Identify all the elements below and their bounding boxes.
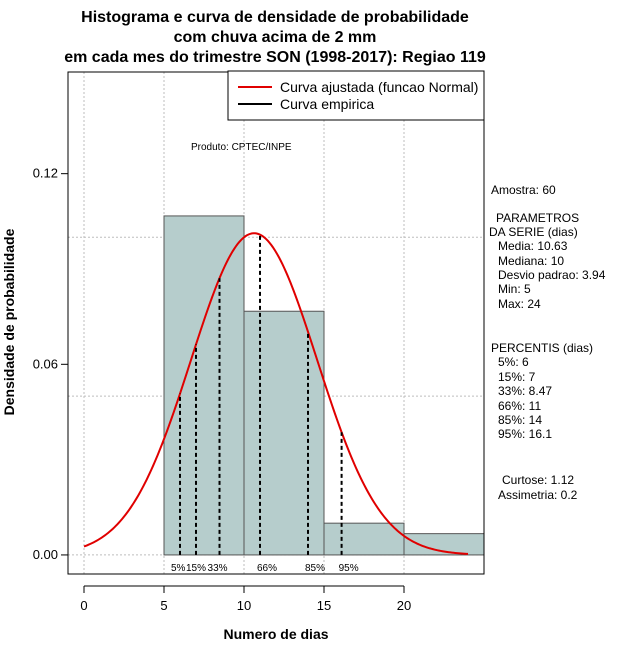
chart-title-line-2: com chuva acima de 2 mm: [174, 29, 377, 46]
y-tick-label-2: 0.12: [33, 166, 58, 181]
histogram-bars: [163, 215, 485, 556]
y-axis-title: Densidade de probabilidade: [1, 228, 17, 415]
y-tick-label-0: 0.00: [33, 547, 58, 562]
percentile-label-4: 85%: [305, 563, 325, 574]
x-tick-label-1: 5: [160, 598, 167, 613]
x-tick-label-2: 10: [237, 598, 251, 613]
stat-mediana: Mediana: 10: [498, 254, 564, 268]
percentile-markers: 5% 15% 33% 66% 85% 95%: [171, 234, 359, 574]
percentile-label-0: 5%: [171, 563, 186, 574]
stat-p33: 33%: 8.47: [498, 384, 552, 398]
stat-assimetria: Assimetria: 0.2: [498, 488, 578, 502]
x-axis: 0 5 10 15 20: [80, 585, 411, 613]
stat-min: Min: 5: [498, 282, 531, 296]
percentile-label-5: 95%: [339, 563, 359, 574]
x-tick-label-4: 20: [397, 598, 411, 613]
stat-p5: 5%: 6: [498, 355, 529, 369]
stat-curtose: Curtose: 1.12: [502, 473, 574, 487]
percentile-label-2: 33%: [208, 563, 228, 574]
params-title-2: DA SERIE (dias): [489, 225, 578, 239]
percentile-label-1: 15%: [186, 563, 206, 574]
stat-p66: 66%: 11: [498, 399, 541, 413]
percentiles-title: PERCENTIS (dias): [491, 341, 593, 355]
sample-size: Amostra: 60: [491, 183, 556, 197]
chart-title-line-3: em cada mes do trimestre SON (1998-2017)…: [64, 49, 486, 66]
x-axis-title: Numero de dias: [223, 626, 328, 642]
density-curve-layer: [83, 232, 469, 555]
stat-p15: 15%: 7: [498, 370, 536, 384]
stat-max: Max: 24: [498, 297, 541, 311]
chart-title-line-1: Histograma e curva de densidade de proba…: [81, 9, 469, 26]
x-tick-label-3: 15: [317, 598, 331, 613]
x-tick-label-0: 0: [80, 598, 87, 613]
params-title-1: PARAMETROS: [496, 211, 579, 225]
y-tick-label-1: 0.06: [33, 356, 58, 371]
histogram-bar-0: [163, 215, 245, 556]
legend-label-normal: Curva ajustada (funcao Normal): [280, 79, 478, 95]
y-axis: 0.00 0.06 0.12: [33, 166, 69, 562]
histogram-bar-2: [323, 522, 405, 556]
legend: Curva ajustada (funcao Normal) Curva emp…: [227, 70, 485, 121]
stat-desvio: Desvio padrao: 3.94: [498, 268, 606, 282]
percentile-label-3: 66%: [257, 563, 277, 574]
stat-p85: 85%: 14: [498, 413, 542, 427]
histogram-bar-1: [243, 310, 325, 556]
product-annotation: Produto: CPTEC/INPE: [191, 142, 292, 153]
legend-box: [227, 70, 485, 121]
legend-label-empirical: Curva empirica: [280, 96, 374, 112]
normal-density-curve: [83, 232, 469, 555]
stat-p95: 95%: 16.1: [498, 427, 552, 441]
statistics-panel: Amostra: 60 PARAMETROS DA SERIE (dias) M…: [489, 183, 606, 502]
stat-media: Media: 10.63: [498, 239, 568, 253]
